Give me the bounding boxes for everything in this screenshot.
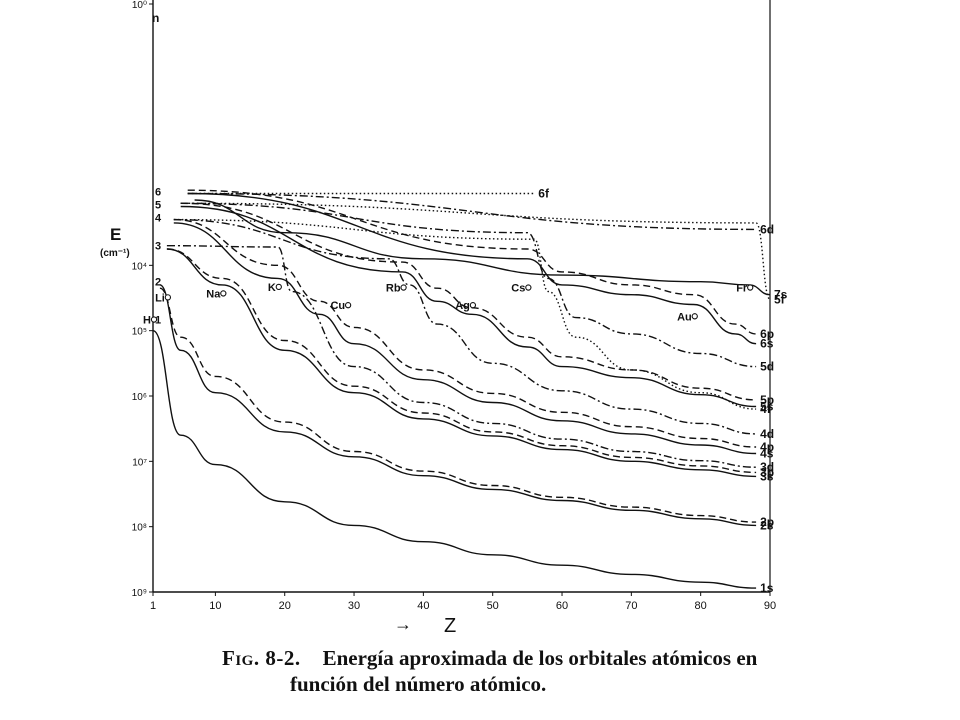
y-tick-label: 10⁰ (132, 0, 147, 11)
caption-line-2: función del número atómico. (290, 672, 547, 696)
series-label-6d: 6d (760, 222, 774, 236)
series-line-4s (173, 222, 757, 455)
y-tick-label: 10⁹ (132, 588, 147, 599)
series-line-2s (159, 284, 757, 527)
series-line-2p (159, 287, 757, 523)
series-label-2s: 2s (760, 518, 774, 532)
series-line-4p (173, 218, 757, 448)
element-label: Cs (511, 283, 525, 295)
y-tick-label: 10⁸ (132, 523, 147, 534)
n-level-label: 1 (155, 315, 161, 327)
x-tick-label: 90 (764, 600, 776, 612)
x-tick-label: 30 (348, 600, 360, 612)
element-marker (344, 302, 352, 309)
series-label-3d: 3d (760, 460, 774, 474)
series-line-6p (187, 189, 757, 335)
y-tick-label: 10⁵ (132, 327, 147, 338)
element-marker (400, 284, 407, 291)
element-label: Fr (736, 283, 748, 295)
series-label-4s: 4s (760, 446, 774, 460)
element-marker (150, 316, 158, 323)
n-level-label: 4 (155, 213, 162, 225)
x-tick-label: 10 (209, 600, 221, 612)
x-tick-label: 40 (417, 600, 429, 612)
series-label-5p: 5p (760, 393, 774, 407)
series-line-3p (166, 248, 757, 474)
x-tick-label: 1 (150, 600, 156, 612)
series-label-3s: 3s (760, 469, 774, 483)
y-axis-unit: (cm⁻¹) (100, 248, 130, 259)
element-marker (747, 284, 754, 291)
series-label-2p: 2p (760, 515, 774, 529)
element-label: Ag (455, 300, 470, 312)
series-label-5s: 5s (760, 399, 774, 413)
n-level-label: 5 (155, 200, 161, 212)
y-tick-label: 10⁶ (132, 392, 147, 403)
series-label-1s: 1s (760, 581, 774, 595)
y-tick-label: 10⁷ (132, 457, 147, 468)
y-tick-label: 10⁴ (132, 261, 147, 272)
series-line-3d (166, 245, 757, 468)
x-tick-label: 50 (487, 600, 499, 612)
element-label: Cu (330, 300, 345, 312)
series-label-6p: 6p (760, 327, 774, 341)
element-label: H (143, 315, 151, 327)
x-tick-label: 80 (695, 600, 707, 612)
series-line-3s (166, 248, 757, 478)
series-label-5d: 5d (760, 360, 774, 374)
n-axis-label: n (152, 11, 159, 25)
n-level-label: 6 (155, 187, 161, 199)
series-label-4p: 4p (760, 440, 774, 454)
element-marker (691, 313, 698, 320)
element-label: Rb (386, 283, 401, 295)
element-marker (220, 290, 227, 297)
element-marker (164, 294, 172, 301)
caption-number: Fig. 8-2. (222, 646, 301, 670)
n-level-label: 3 (155, 241, 161, 253)
series-line-6d (187, 192, 757, 231)
x-axis-arrow: → (394, 614, 412, 634)
element-label: Na (206, 288, 221, 300)
x-tick-label: 70 (625, 600, 637, 612)
series-label-4f: 4f (760, 402, 772, 416)
series-label-4d: 4d (760, 427, 774, 441)
element-marker (469, 302, 477, 309)
element-label: Au (677, 311, 692, 323)
series-label-6s: 6s (760, 337, 774, 351)
x-tick-label: 20 (279, 600, 291, 612)
series-label-3p: 3p (760, 465, 774, 479)
x-axis-label: Z (444, 615, 456, 637)
element-marker (525, 284, 532, 291)
element-label: Li (155, 292, 165, 304)
series-line-4d (173, 218, 757, 435)
y-axis-label: E (110, 225, 121, 244)
tick-layer: 1 10 20 30 40 50 60 70 80 90 10⁰ 10⁴ 10⁵ 10⁶ 10⁷ 10⁸ 10⁹ (132, 0, 776, 612)
element-marker (275, 283, 282, 291)
series-layer (152, 189, 771, 589)
series-line-4f (173, 218, 757, 410)
figure-caption: Fig. 8-2. Energía aproximada de los orbi… (222, 645, 862, 697)
series-label-5f: 5f (774, 292, 786, 306)
x-tick-label: 60 (556, 600, 568, 612)
series-label-7s: 7s (774, 288, 788, 302)
series-line-6s (187, 192, 757, 345)
n-level-label: 2 (155, 277, 161, 289)
series-line-5s (180, 205, 757, 408)
series-line-7s (194, 199, 771, 296)
caption-line-1: Energía aproximada de los orbitales atóm… (322, 646, 758, 670)
element-label: K (268, 282, 276, 294)
series-label-6f: 6f (538, 186, 550, 200)
series-line-1s (152, 330, 757, 589)
series-line-5p (180, 202, 757, 401)
